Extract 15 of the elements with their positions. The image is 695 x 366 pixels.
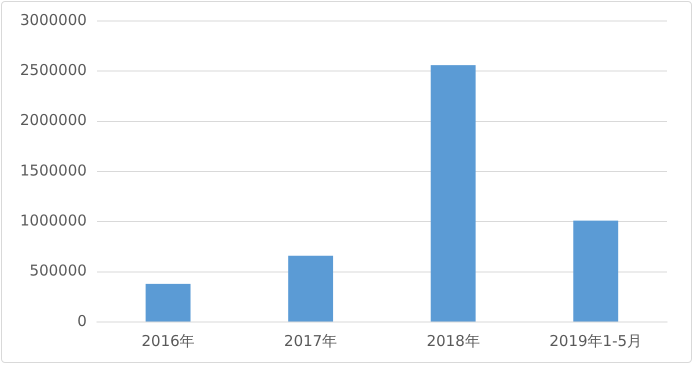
y-tick-label: 2000000 — [20, 111, 87, 130]
bar — [430, 65, 476, 322]
x-tick-label: 2016年 — [141, 332, 195, 350]
y-tick-label: 1500000 — [20, 161, 87, 180]
bar — [573, 220, 618, 322]
bar — [146, 284, 191, 322]
y-tick-label: 500000 — [30, 262, 87, 280]
bar — [288, 256, 334, 322]
y-tick-label: 3000000 — [20, 10, 87, 29]
y-tick-label: 2500000 — [20, 61, 87, 80]
x-tick-label: 2019年1-5月 — [549, 332, 642, 350]
y-tick-label: 0 — [77, 312, 87, 330]
x-tick-label: 2018年 — [426, 332, 480, 350]
y-tick-label: 1000000 — [20, 212, 87, 230]
x-tick-label: 2017年 — [284, 332, 338, 350]
